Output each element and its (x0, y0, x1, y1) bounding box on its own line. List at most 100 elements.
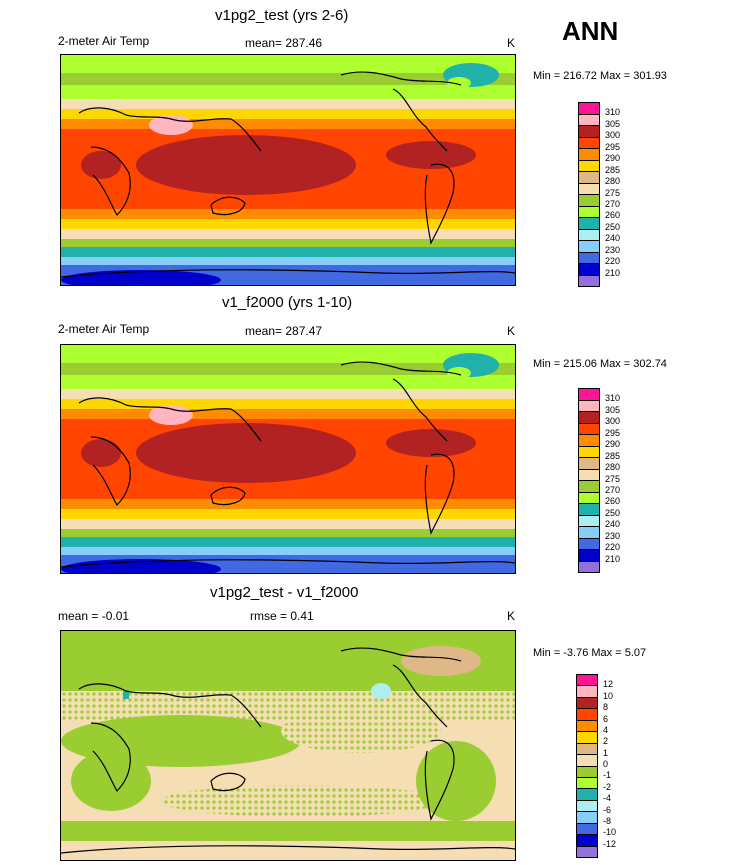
colorbar-swatch (577, 686, 597, 698)
colorbar-swatch (579, 423, 599, 435)
colorbar-swatch (579, 469, 599, 481)
colorbar-swatch (579, 241, 599, 253)
colorbar-swatch (579, 149, 599, 161)
colorbar-swatch (579, 160, 599, 172)
panel-1-minmax: Min = 216.72 Max = 301.93 (533, 70, 667, 82)
colorbar-tick-label: -2 (603, 781, 612, 792)
colorbar-tick-label: 275 (605, 187, 621, 198)
panel-3-colorbar (576, 674, 598, 858)
colorbar-tick-label: -4 (603, 793, 612, 804)
colorbar-swatch (577, 766, 597, 778)
colorbar-tick-label: 220 (605, 256, 621, 267)
colorbar-swatch (579, 492, 599, 504)
colorbar-tick-label: 290 (605, 153, 621, 164)
colorbar-tick-label: 10 (603, 690, 614, 701)
panel-2-map (60, 344, 516, 574)
panel-3-rmse-label: rmse = 0.41 (250, 609, 314, 623)
panel-1-units: K (507, 36, 516, 50)
panel-1-variable-label: 2-meter Air Temp (58, 34, 150, 48)
colorbar-tick-label: 305 (605, 118, 621, 129)
colorbar-swatch (579, 172, 599, 184)
panel-2-title: v1_f2000 (yrs 1-10) (222, 294, 353, 311)
colorbar-tick-label: 260 (605, 496, 621, 507)
colorbar-swatch (579, 504, 599, 516)
colorbar-swatch (579, 126, 599, 138)
colorbar-swatch (579, 400, 599, 412)
colorbar-swatch (577, 720, 597, 733)
colorbar-swatch (577, 697, 597, 710)
colorbar-swatch (579, 515, 599, 527)
colorbar-swatch (579, 264, 599, 276)
colorbar-swatch (579, 137, 599, 149)
colorbar-swatch (579, 195, 599, 207)
panel-3-mean-label: mean = -0.01 (58, 609, 130, 623)
panel-1-colorbar-swatches (579, 103, 599, 286)
panel-3-title: v1pg2_test - v1_f2000 (210, 584, 359, 601)
colorbar-tick-label: 220 (605, 542, 621, 553)
colorbar-swatch (579, 275, 599, 286)
panel-1-colorbar (578, 102, 600, 287)
colorbar-tick-label: 270 (605, 198, 621, 209)
panel-1-title: v1pg2_test (yrs 2-6) (215, 7, 349, 24)
colorbar-tick-label: 1 (603, 747, 609, 758)
colorbar-swatch (577, 675, 597, 687)
panel-2-coastlines (61, 361, 515, 568)
colorbar-tick-label: 290 (605, 439, 621, 450)
colorbar-tick-label: 270 (605, 484, 621, 495)
colorbar-tick-label: 210 (605, 267, 621, 278)
colorbar-swatch (577, 755, 597, 767)
colorbar-swatch (579, 389, 599, 401)
panel-1-temperature-field (61, 55, 515, 285)
colorbar-swatch (579, 412, 599, 424)
panel-3-colorbar-labels: 12 10 8 6 4 2 1 0 -1 -2 -4 -6 -8 -10 -12 (603, 674, 643, 856)
colorbar-swatch (579, 183, 599, 195)
colorbar-swatch (579, 538, 599, 550)
colorbar-tick-label: 310 (605, 393, 621, 404)
panel-3-minmax: Min = -3.76 Max = 5.07 (533, 647, 647, 659)
colorbar-tick-label: 310 (605, 107, 621, 118)
panel-1-map (60, 54, 516, 286)
colorbar-tick-label: 275 (605, 473, 621, 484)
colorbar-swatch (577, 835, 597, 847)
colorbar-swatch (577, 846, 597, 857)
colorbar-tick-label: 210 (605, 553, 621, 564)
panel-1-colorbar-labels: 310 305 300 295 290 285 280 275 270 260 250 240 230 2… (605, 102, 645, 285)
colorbar-tick-label: 260 (605, 210, 621, 221)
colorbar-tick-label: 250 (605, 507, 621, 518)
colorbar-swatch (577, 743, 597, 756)
colorbar-swatch (579, 458, 599, 470)
colorbar-swatch (579, 481, 599, 493)
colorbar-tick-label: 230 (605, 530, 621, 541)
colorbar-swatch (577, 812, 597, 824)
colorbar-tick-label: 285 (605, 164, 621, 175)
colorbar-swatch (577, 777, 597, 790)
colorbar-swatch (577, 800, 597, 813)
colorbar-swatch (579, 206, 599, 218)
colorbar-tick-label: 230 (605, 244, 621, 255)
colorbar-tick-label: 2 (603, 736, 609, 747)
panel-2-mean-label: mean= 287.47 (245, 324, 323, 338)
colorbar-tick-label: 6 (603, 713, 609, 724)
colorbar-swatch (577, 823, 597, 836)
colorbar-swatch (579, 550, 599, 562)
colorbar-tick-label: 300 (605, 130, 621, 141)
colorbar-tick-label: -10 (603, 827, 617, 838)
colorbar-tick-label: 0 (603, 759, 609, 769)
panel-2-minmax: Min = 215.06 Max = 302.74 (533, 358, 667, 370)
colorbar-swatch (579, 435, 599, 447)
colorbar-swatch (577, 732, 597, 744)
panel-2-temperature-field (61, 345, 515, 573)
colorbar-tick-label: 240 (605, 233, 621, 244)
colorbar-tick-label: 295 (605, 141, 621, 152)
colorbar-tick-label: -12 (603, 838, 617, 849)
panel-3-map (60, 630, 516, 861)
colorbar-tick-label: 285 (605, 450, 621, 461)
panel-2-colorbar-labels: 310 305 300 295 290 285 280 275 270 260 250 240 230 2… (605, 388, 645, 571)
colorbar-tick-label: 250 (605, 221, 621, 232)
colorbar-tick-label: 305 (605, 404, 621, 415)
colorbar-tick-label: 300 (605, 416, 621, 427)
panel-1-mean-label: mean= 287.46 (245, 36, 323, 50)
colorbar-swatch (577, 709, 597, 721)
colorbar-tick-label: -1 (603, 770, 612, 781)
colorbar-swatch (579, 527, 599, 539)
